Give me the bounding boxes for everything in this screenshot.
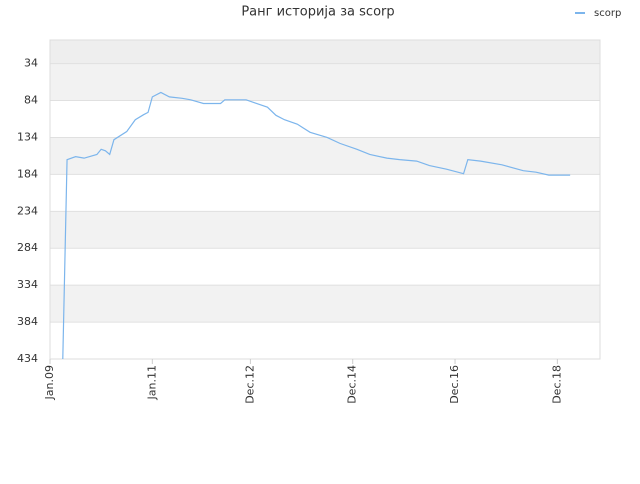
series-line xyxy=(62,91,571,360)
y-tick-label: 134 xyxy=(17,130,38,143)
grid-band xyxy=(50,40,600,64)
grid-band xyxy=(50,211,600,249)
x-tick-label: Dec.16 xyxy=(448,365,461,404)
grid-band xyxy=(50,248,600,286)
grid-band xyxy=(50,322,600,359)
grid-band xyxy=(50,63,600,101)
legend-label: scorp xyxy=(594,8,621,19)
y-tick-label: 384 xyxy=(17,315,38,328)
x-tick-label: Jan.09 xyxy=(43,365,56,400)
grid-band xyxy=(50,100,600,138)
y-tick-label: 184 xyxy=(17,167,38,180)
plot-border xyxy=(49,39,601,360)
x-tick-label: Dec.18 xyxy=(550,365,563,404)
x-tick-label: Jan.11 xyxy=(145,365,158,400)
grid-band xyxy=(50,285,600,323)
y-tick-label: 284 xyxy=(17,241,38,254)
grid-band xyxy=(50,174,600,212)
x-tick-label: Dec.14 xyxy=(346,365,359,404)
y-tick-label: 34 xyxy=(24,57,38,70)
y-tick-label: 84 xyxy=(24,94,38,107)
x-tick-label: Dec.12 xyxy=(243,365,256,404)
grid-band xyxy=(50,137,600,175)
chart-title: Ранг историја за scorp xyxy=(241,5,394,20)
y-tick-label: 334 xyxy=(17,278,38,291)
y-tick-label: 234 xyxy=(17,204,38,217)
y-tick-label: 434 xyxy=(17,352,38,365)
